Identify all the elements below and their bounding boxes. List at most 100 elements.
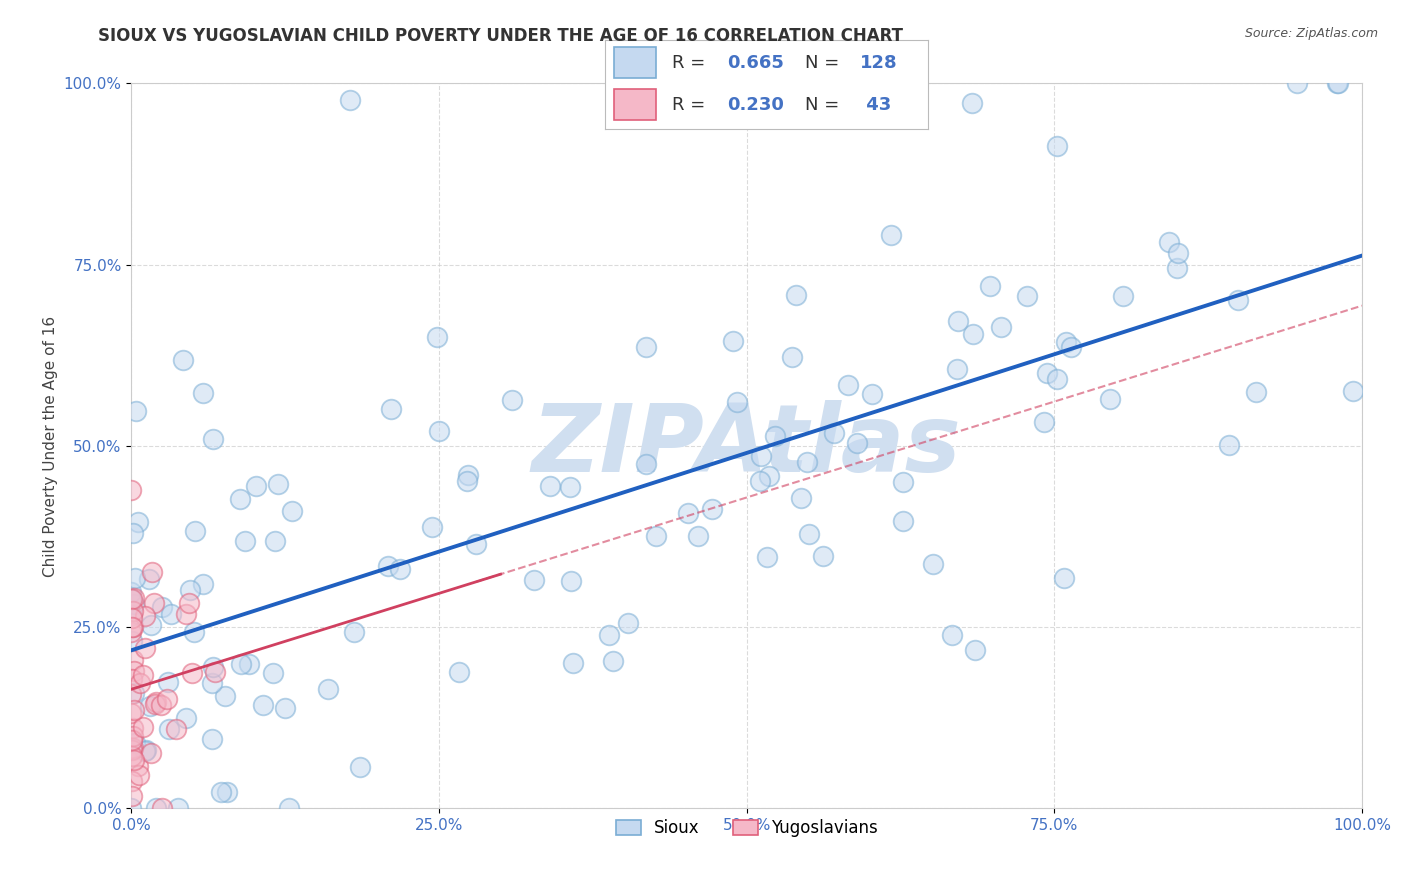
Point xyxy=(758,469,780,483)
Point xyxy=(191,577,214,591)
Point xyxy=(122,653,145,667)
Point xyxy=(252,698,274,712)
Text: 0.230: 0.230 xyxy=(727,95,785,114)
Point xyxy=(813,549,835,563)
Point xyxy=(1033,416,1056,430)
Point xyxy=(1045,372,1067,386)
Point xyxy=(135,743,157,757)
Point xyxy=(139,698,162,713)
Point xyxy=(121,525,143,540)
Point xyxy=(962,96,984,111)
Point xyxy=(121,742,143,756)
Point xyxy=(1112,289,1135,303)
Text: 43: 43 xyxy=(860,95,891,114)
Point xyxy=(316,682,339,697)
Point xyxy=(122,703,145,717)
Point xyxy=(891,475,914,490)
Point xyxy=(121,620,143,634)
Point xyxy=(124,404,146,418)
Point xyxy=(426,329,449,343)
Point xyxy=(160,607,183,621)
Point xyxy=(449,665,471,679)
Text: N =: N = xyxy=(806,54,845,72)
Point xyxy=(945,361,967,376)
Point xyxy=(702,501,724,516)
Bar xyxy=(614,89,657,120)
Point xyxy=(159,722,181,736)
Point xyxy=(891,514,914,528)
Point xyxy=(209,785,232,799)
Point xyxy=(121,672,143,686)
Point xyxy=(457,467,479,482)
Point xyxy=(979,278,1001,293)
Point xyxy=(134,640,156,655)
Point xyxy=(174,711,197,725)
Point xyxy=(846,435,869,450)
Point xyxy=(120,801,142,815)
Point xyxy=(465,536,488,550)
Point xyxy=(860,387,883,401)
Point xyxy=(145,801,167,815)
Point xyxy=(946,314,969,328)
Point xyxy=(1046,139,1069,153)
Text: 0.665: 0.665 xyxy=(727,54,785,72)
Point xyxy=(215,785,238,799)
Point xyxy=(166,801,188,815)
Point xyxy=(1227,293,1250,307)
Point xyxy=(122,721,145,735)
Point xyxy=(266,477,288,491)
Point xyxy=(339,93,361,107)
Point xyxy=(122,619,145,633)
Point xyxy=(1218,437,1240,451)
Point xyxy=(1053,571,1076,585)
Point xyxy=(1157,235,1180,249)
Point xyxy=(142,596,165,610)
Point xyxy=(1285,77,1308,91)
Point xyxy=(172,352,194,367)
Point xyxy=(174,607,197,621)
Point xyxy=(796,455,818,469)
Point xyxy=(120,624,142,639)
Text: N =: N = xyxy=(806,95,845,114)
Point xyxy=(141,565,163,579)
Point xyxy=(1326,77,1348,91)
Legend: Sioux, Yugoslavians: Sioux, Yugoslavians xyxy=(609,813,884,844)
Point xyxy=(121,634,143,648)
Point xyxy=(725,394,748,409)
Point xyxy=(145,694,167,708)
Point xyxy=(202,433,225,447)
Point xyxy=(1327,77,1350,91)
Point xyxy=(121,743,143,757)
Point xyxy=(138,573,160,587)
Point xyxy=(122,597,145,611)
Point xyxy=(183,624,205,639)
Point xyxy=(179,582,201,597)
Text: R =: R = xyxy=(672,95,711,114)
Point xyxy=(1036,366,1059,380)
Point xyxy=(183,524,205,539)
Point xyxy=(963,642,986,657)
Point xyxy=(420,520,443,534)
Point xyxy=(561,657,583,671)
Point xyxy=(823,426,845,441)
Point xyxy=(122,740,145,755)
Point xyxy=(756,549,779,564)
Point xyxy=(131,667,153,681)
Point xyxy=(120,592,142,607)
Bar xyxy=(614,47,657,78)
Point xyxy=(921,557,943,571)
Point xyxy=(128,768,150,782)
Point xyxy=(1166,260,1188,275)
Point xyxy=(377,558,399,573)
Y-axis label: Child Poverty Under the Age of 16: Child Poverty Under the Age of 16 xyxy=(44,316,58,576)
Point xyxy=(1056,334,1078,349)
Point xyxy=(181,666,204,681)
Point xyxy=(121,789,143,803)
Point xyxy=(343,625,366,640)
Point xyxy=(132,721,155,735)
Point xyxy=(134,744,156,758)
Point xyxy=(124,571,146,585)
Point xyxy=(121,592,143,607)
Point xyxy=(349,760,371,774)
Point xyxy=(427,424,450,438)
